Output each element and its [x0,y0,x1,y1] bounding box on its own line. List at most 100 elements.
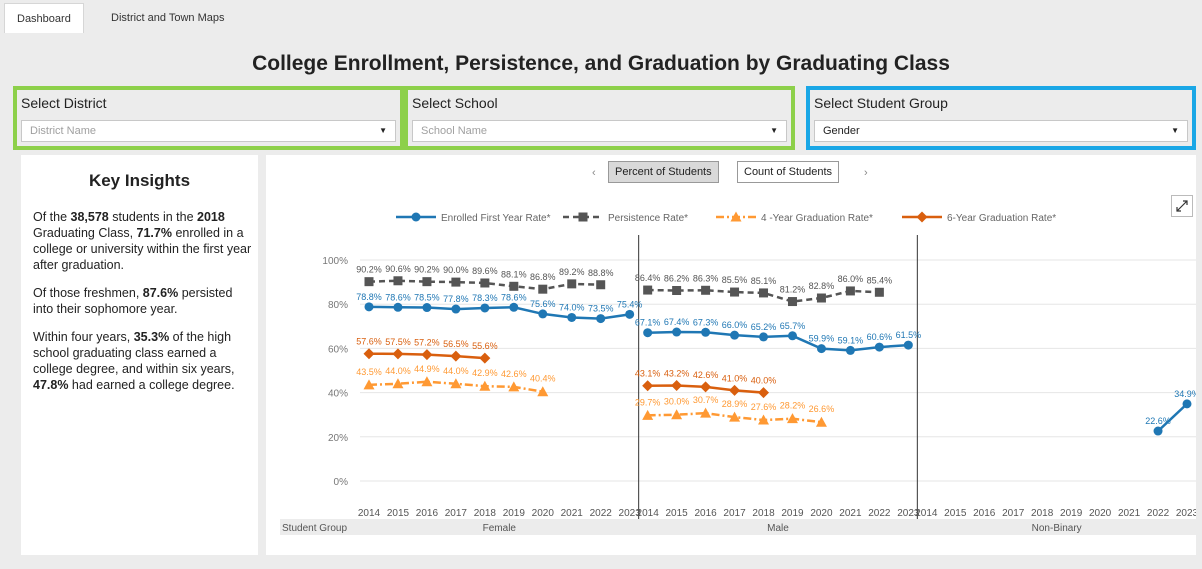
data-point-grad4 [508,381,520,392]
district-filter: Select District District Name ▼ [13,86,404,150]
data-point-persistence [701,285,711,295]
x-tick-label: 2022 [868,508,891,519]
data-point-grad4 [786,413,798,424]
next-arrow-icon[interactable]: › [864,167,868,179]
insight-graduation: Within four years, 35.3% of the high sch… [33,329,253,393]
x-tick-label: 2017 [1002,508,1025,519]
data-label-persistence: 89.2% [559,267,585,277]
count-of-students-button[interactable]: Count of Students [737,161,840,183]
data-point-enrolled [596,314,606,324]
x-tick-label: 2023 [619,508,642,519]
data-point-enrolled [625,309,635,319]
chevron-down-icon: ▼ [1171,126,1179,135]
x-tick-label: 2017 [723,508,746,519]
legend-marker [730,211,742,222]
district-filter-label: Select District [21,95,107,111]
x-axis-band [280,519,1196,535]
data-point-grad6 [392,348,404,360]
data-label-enrolled: 59.9% [809,334,835,344]
data-point-enrolled [567,312,577,322]
data-label-enrolled: 75.4% [617,299,643,309]
data-point-enrolled [364,302,374,312]
line-chart: 0% 20% 40% 60% 80% 100% Student Group Enrolled … [280,211,1196,535]
data-label-persistence: 86.8% [530,272,556,282]
page-title: College Enrollment, Persistence, and Gra… [252,52,950,75]
data-label-enrolled: 34.9% [1174,389,1196,399]
data-point-persistence [874,287,884,297]
data-point-persistence [759,288,769,298]
data-point-persistence [845,286,855,296]
x-tick-label: 2021 [839,508,862,519]
x-tick-label: 2019 [1060,508,1083,519]
school-dropdown[interactable]: School Name ▼ [412,120,787,142]
data-point-persistence [567,279,577,289]
data-point-persistence [787,297,797,307]
tab-dashboard[interactable]: Dashboard [4,3,84,33]
data-point-enrolled [787,331,797,341]
data-label-grad4: 44.0% [385,366,411,376]
data-label-grad4: 27.6% [751,402,777,412]
data-label-grad6: 55.6% [472,341,498,351]
x-tick-label: 2023 [897,508,920,519]
data-point-grad4 [450,378,462,389]
district-dropdown[interactable]: District Name ▼ [21,120,396,142]
data-label-persistence: 85.4% [867,275,893,285]
legend-marker [916,211,928,223]
data-label-grad6: 57.2% [414,338,440,348]
data-point-enrolled [1153,426,1163,436]
x-tick-label: 2017 [445,508,468,519]
data-label-grad4: 28.9% [722,399,748,409]
data-label-enrolled: 73.5% [588,304,614,314]
x-tick-label: 2018 [752,508,775,519]
insight-value: 2018 [197,210,225,224]
chevron-down-icon: ▼ [379,126,387,135]
student-group-filter-label: Select Student Group [814,95,948,111]
y-tick-label: 100% [322,256,348,267]
data-label-persistence: 81.2% [780,285,806,295]
data-point-grad6 [758,387,770,399]
key-insights-title: Key Insights [88,171,191,190]
x-tick-label: 2014 [358,508,381,519]
data-point-enrolled [480,303,490,313]
data-point-grad6 [363,348,375,360]
data-label-enrolled: 60.6% [867,332,893,342]
tab-district-town-maps[interactable]: District and Town Maps [111,12,225,24]
data-point-grad6 [671,380,683,392]
panel-label: Non-Binary [1032,523,1082,534]
expand-icon[interactable] [1171,195,1193,217]
data-label-grad6: 41.0% [722,373,748,383]
student-group-filter: Select Student Group Gender ▼ [806,86,1196,150]
data-label-grad4: 44.9% [414,364,440,374]
student-group-dropdown-value: Gender [823,125,860,137]
data-point-enrolled [451,304,461,314]
x-tick-label: 2014 [637,508,660,519]
x-tick-label: 2022 [590,508,613,519]
data-label-grad6: 43.1% [635,369,661,379]
data-point-grad6 [450,350,462,362]
data-point-persistence [672,285,682,295]
x-tick-label: 2016 [694,508,717,519]
data-point-enrolled [759,332,769,342]
data-label-persistence: 88.1% [501,269,527,279]
data-point-enrolled [422,303,432,313]
insight-persistence: Of those freshmen, 87.6% persisted into … [33,285,253,317]
data-point-enrolled [903,340,913,350]
data-point-grad6 [729,384,741,396]
data-point-grad4 [700,407,712,418]
data-point-persistence [364,277,374,287]
data-label-persistence: 86.3% [693,273,719,283]
series-line-enrolled [368,305,630,320]
data-label-persistence: 86.2% [664,273,690,283]
student-group-dropdown[interactable]: Gender ▼ [814,120,1188,142]
x-tick-label: 2021 [1118,508,1141,519]
district-dropdown-placeholder: District Name [30,125,97,137]
prev-arrow-icon[interactable]: ‹ [592,167,596,179]
school-filter: Select School School Name ▼ [404,86,795,150]
insight-value: 38,578 [70,210,109,224]
legend-label: 6-Year Graduation Rate* [947,213,1056,224]
data-label-enrolled: 66.0% [722,320,748,330]
data-label-enrolled: 78.5% [414,293,440,303]
data-point-enrolled [393,302,403,312]
x-tick-label: 2023 [1176,508,1196,519]
percent-of-students-button[interactable]: Percent of Students [608,161,719,183]
